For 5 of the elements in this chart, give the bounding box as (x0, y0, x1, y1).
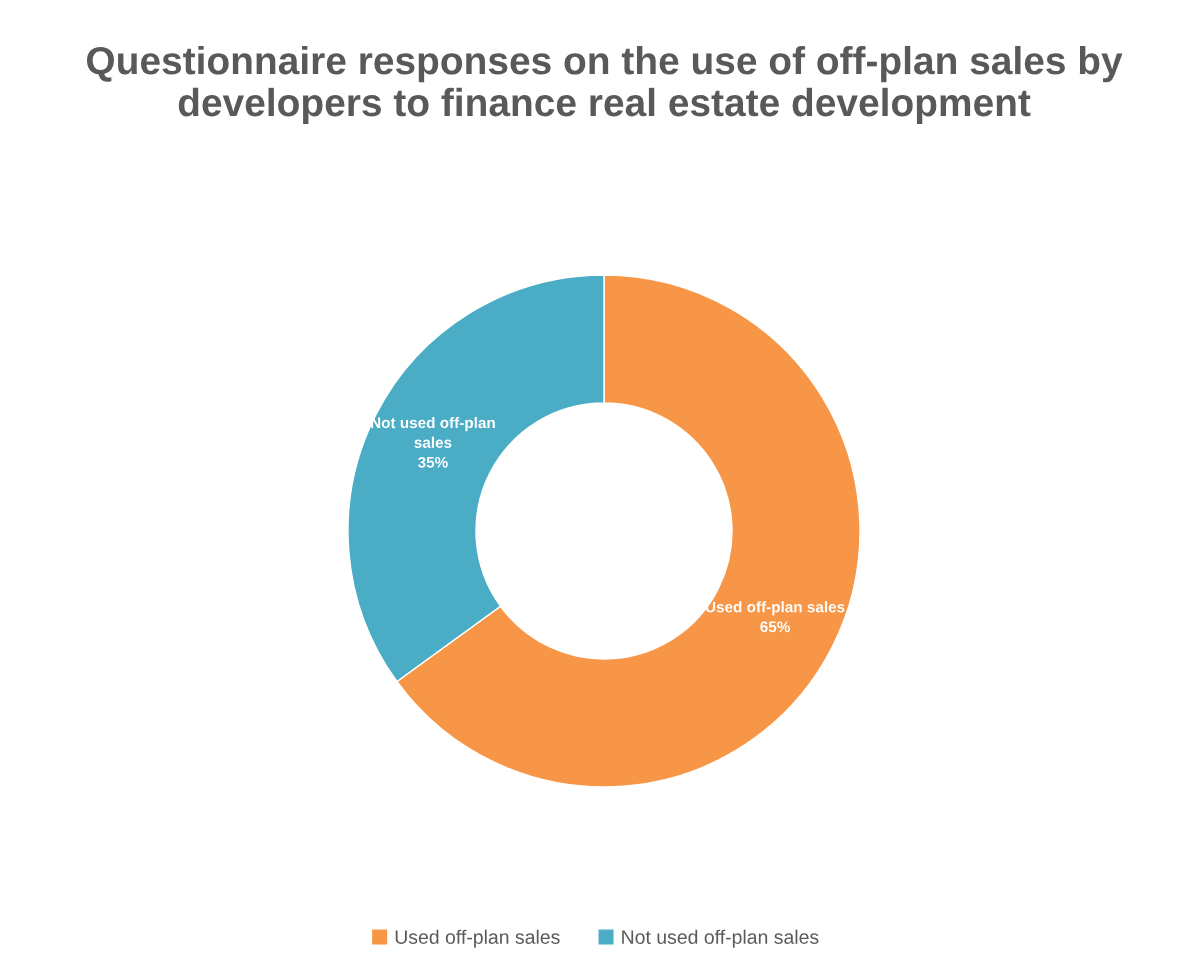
legend-label: Not used off-plan sales (622, 929, 819, 948)
data-label: 65% (760, 621, 790, 633)
legend-label: Used off-plan sales (395, 929, 560, 948)
data-label: 35% (417, 456, 448, 468)
chart-title: Questionnaire responses on the use of off-plan sales by developers to finance real estate development (87, 45, 1123, 125)
